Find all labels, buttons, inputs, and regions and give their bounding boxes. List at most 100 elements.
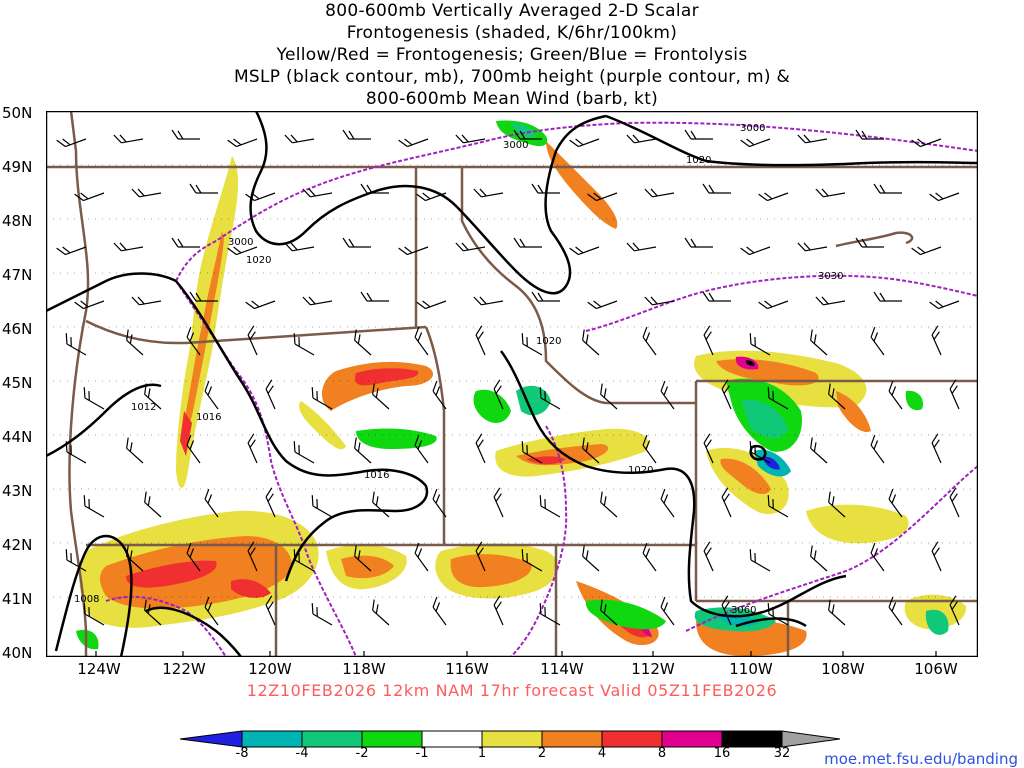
fg-band-blue-mtns <box>299 401 346 450</box>
wind-barb <box>204 488 219 518</box>
cb-label-5: 1 <box>477 746 487 761</box>
wind-barb <box>531 291 560 302</box>
fg-band-idaho-core <box>355 368 419 386</box>
wind-barb <box>144 599 162 626</box>
wind-barb <box>949 595 960 626</box>
wind-barb <box>113 242 144 252</box>
wind-barb <box>414 542 429 572</box>
wind-barbs <box>56 129 960 626</box>
wind-barb <box>931 541 942 572</box>
height-3000 <box>175 121 978 282</box>
wind-barb <box>342 129 371 140</box>
wind-barb <box>432 596 447 626</box>
wind-barb <box>888 596 903 626</box>
height-label-3000-ne: 3000 <box>740 123 765 134</box>
title-line-2: Frontogenesis (shaded, K/6hr/100km) <box>346 23 678 43</box>
map-frame <box>46 111 978 657</box>
wind-barb <box>83 603 105 626</box>
fg-region-sw-max2 <box>231 579 271 598</box>
contour-labels: 1020 1020 1020 1020 1016 1016 1012 1008 … <box>74 123 843 616</box>
cb-label-2: -4 <box>295 746 309 761</box>
lat-label-43n: 43N <box>2 482 33 500</box>
wind-barb <box>828 491 846 518</box>
height-utah <box>510 425 568 657</box>
wind-barb <box>493 487 504 518</box>
cb-label-9: 16 <box>713 746 731 761</box>
wind-barb <box>227 246 258 256</box>
wind-barb <box>684 237 713 248</box>
wind-barb <box>186 326 201 356</box>
lat-label-41n: 41N <box>2 590 33 608</box>
wind-barb <box>539 603 561 626</box>
wind-barb <box>815 296 846 306</box>
wind-barb <box>582 545 600 572</box>
wind-barb <box>475 433 486 464</box>
mslp-label-1020-cascades: 1020 <box>246 255 271 266</box>
height-label-3000-wa: 3000 <box>228 237 253 248</box>
title-line-3: Yellow/Red = Frontogenesis; Green/Blue =… <box>276 45 748 65</box>
lon-label-110w: 110W <box>729 660 773 678</box>
wind-barb <box>354 329 372 356</box>
wind-barb <box>354 437 372 464</box>
title-line-4: MSLP (black contour, mb), 700mb height (… <box>233 67 791 87</box>
fl-sw <box>76 629 99 650</box>
wind-barb <box>432 488 447 518</box>
wind-barb <box>721 595 732 626</box>
cb-bin-2 <box>242 731 302 747</box>
lon-label-106w: 106W <box>914 660 958 678</box>
cb-bin-10 <box>722 731 782 747</box>
fl-montana-core <box>511 123 536 138</box>
wind-barb <box>749 549 771 572</box>
wind-barb <box>767 387 789 410</box>
cb-label-10: 32 <box>773 746 791 761</box>
colorbar <box>180 730 840 748</box>
wind-barb <box>131 296 162 306</box>
height-3060 <box>685 465 978 632</box>
title-line-5: 800-600mb Mean Wind (barb, kt) <box>365 89 659 109</box>
lat-label-48n: 48N <box>2 212 33 230</box>
wind-barb <box>186 542 201 572</box>
wind-barb <box>473 188 504 198</box>
wind-barb <box>810 329 828 356</box>
wind-barb <box>521 549 543 572</box>
wind-barb <box>531 183 560 194</box>
wind-barb <box>74 192 105 202</box>
wind-barb <box>493 379 504 410</box>
fl-east-wyoming <box>905 390 924 411</box>
fl-idaho <box>356 428 437 449</box>
wind-barb <box>245 192 276 202</box>
wind-barb <box>721 487 732 518</box>
frontogenesis-map: 1020 1020 1020 1020 1016 1016 1012 1008 … <box>46 111 978 657</box>
wind-barb <box>642 542 657 572</box>
wind-barb <box>126 329 144 356</box>
cb-bin-1 <box>180 731 242 747</box>
lon-label-118w: 118W <box>342 660 386 678</box>
wind-barb <box>265 487 276 518</box>
fg-band-sw-wyoming-core <box>720 458 771 495</box>
wind-barb <box>703 433 714 464</box>
axis-ticks <box>95 651 937 657</box>
title-line-1: 800-600mb Vertically Averaged 2-D Scalar <box>325 1 699 21</box>
wind-barb <box>416 192 447 202</box>
wind-barb <box>65 441 87 464</box>
cb-dividers <box>241 731 783 747</box>
lat-label-42n: 42N <box>2 536 33 554</box>
wind-barb <box>113 134 144 144</box>
cb-label-7: 4 <box>597 746 607 761</box>
wind-barb <box>293 441 315 464</box>
wind-barb <box>642 434 657 464</box>
wind-barb <box>815 188 846 198</box>
mslp-1020-ne <box>605 114 978 167</box>
cb-bin-6 <box>482 731 542 747</box>
wind-barb <box>416 300 447 310</box>
wind-barb <box>475 541 486 572</box>
height-label-3000-mt: 3000 <box>503 140 528 151</box>
wind-barb <box>870 326 885 356</box>
wind-barb <box>660 380 675 410</box>
wind-barb <box>131 188 162 198</box>
fg-band-bighorn <box>836 391 871 432</box>
lon-label-116w: 116W <box>445 660 489 678</box>
wind-barb <box>600 491 618 518</box>
wind-barb <box>721 379 732 410</box>
wind-barb <box>354 545 372 572</box>
